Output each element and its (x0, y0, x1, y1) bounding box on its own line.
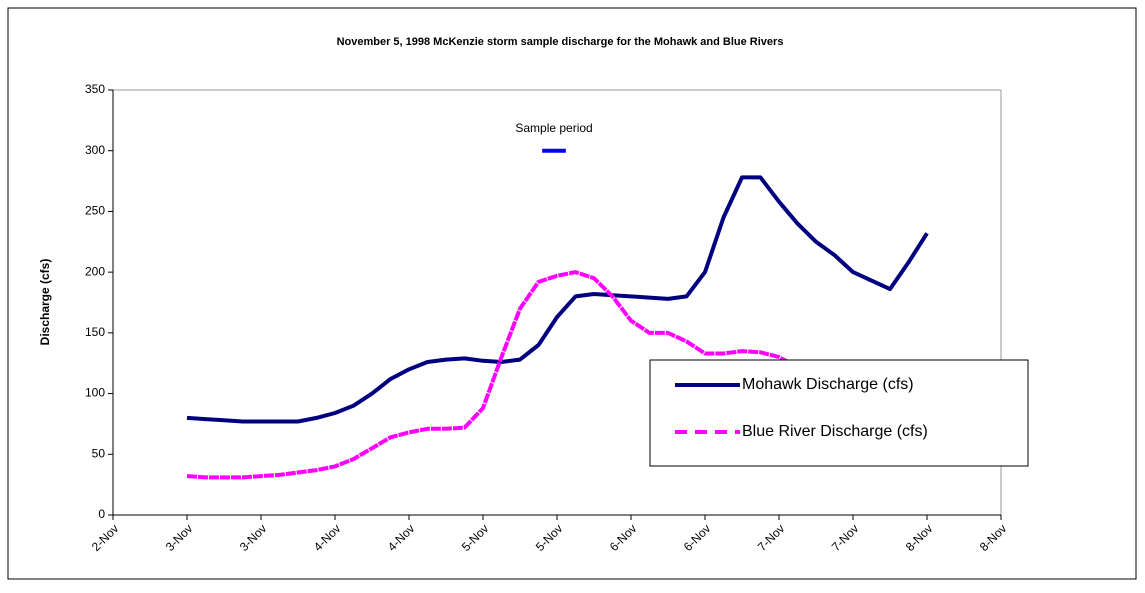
series-line (186, 270, 799, 480)
y-tick-label: 250 (85, 204, 105, 218)
y-tick-label: 150 (85, 325, 105, 339)
y-tick-label: 50 (92, 446, 106, 460)
annotation-label: Sample period (515, 121, 592, 135)
legend-label: Mohawk Discharge (cfs) (742, 376, 914, 393)
y-axis-label: Discharge (cfs) (38, 259, 52, 346)
y-tick-label: 0 (98, 507, 105, 521)
y-tick-label: 350 (85, 82, 105, 96)
legend-box (649, 359, 1029, 467)
legend-label: Blue River Discharge (cfs) (742, 423, 928, 440)
y-tick-label: 200 (85, 264, 105, 278)
series-line (186, 175, 929, 424)
y-tick-label: 100 (85, 386, 105, 400)
chart-frame (7, 7, 1137, 580)
y-tick-label: 300 (85, 143, 105, 157)
chart-title: November 5, 1998 McKenzie storm sample d… (337, 36, 784, 48)
